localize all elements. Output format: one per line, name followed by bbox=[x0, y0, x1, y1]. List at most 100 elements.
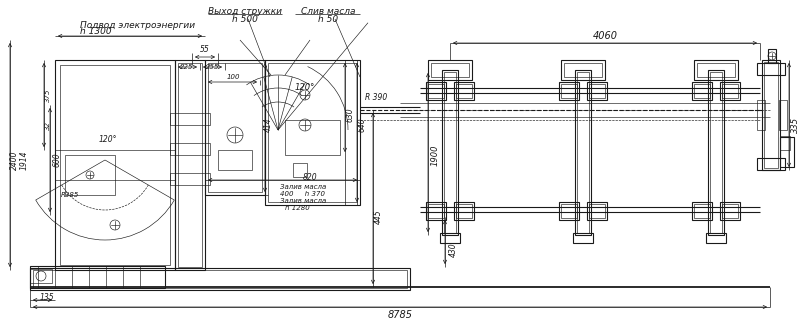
Text: 445: 445 bbox=[374, 210, 382, 224]
Bar bbox=[293, 163, 307, 177]
Bar bbox=[780, 137, 794, 167]
Text: 430: 430 bbox=[449, 243, 458, 257]
Text: 255: 255 bbox=[206, 64, 220, 70]
Text: 414: 414 bbox=[263, 118, 273, 132]
Text: h 1300: h 1300 bbox=[80, 28, 112, 36]
Bar bbox=[694, 60, 738, 80]
Bar bbox=[710, 72, 722, 233]
Bar bbox=[722, 204, 738, 218]
Bar bbox=[428, 204, 444, 218]
Bar bbox=[764, 62, 778, 168]
Text: Залив масла: Залив масла bbox=[280, 184, 326, 190]
Bar bbox=[444, 72, 456, 233]
Bar bbox=[587, 202, 607, 220]
Bar bbox=[170, 113, 210, 125]
Bar bbox=[697, 63, 735, 77]
Bar bbox=[762, 60, 780, 170]
Bar bbox=[426, 82, 446, 100]
Text: h 50: h 50 bbox=[318, 15, 338, 23]
Text: 135: 135 bbox=[40, 292, 54, 302]
Bar bbox=[440, 233, 460, 243]
Bar bbox=[442, 70, 458, 235]
Bar bbox=[30, 266, 165, 288]
Bar bbox=[33, 270, 407, 288]
Bar bbox=[587, 82, 607, 100]
Text: 55: 55 bbox=[200, 46, 210, 55]
Bar bbox=[573, 233, 593, 243]
Bar bbox=[757, 158, 785, 170]
Bar bbox=[692, 202, 712, 220]
Text: 375: 375 bbox=[45, 88, 51, 102]
Text: 640: 640 bbox=[358, 118, 366, 132]
Bar bbox=[575, 70, 591, 235]
Bar bbox=[55, 60, 175, 270]
Bar bbox=[30, 269, 52, 283]
Text: 335: 335 bbox=[790, 117, 799, 133]
Bar bbox=[561, 204, 577, 218]
Text: Выход стружки: Выход стружки bbox=[208, 7, 282, 17]
Bar bbox=[577, 72, 589, 233]
Text: 600: 600 bbox=[53, 153, 62, 167]
Text: h 500: h 500 bbox=[232, 15, 258, 23]
Bar bbox=[218, 150, 252, 170]
Bar bbox=[265, 60, 360, 205]
Bar bbox=[205, 60, 265, 195]
Bar bbox=[589, 84, 605, 98]
Bar bbox=[768, 49, 776, 63]
Bar bbox=[561, 84, 577, 98]
Bar bbox=[692, 82, 712, 100]
Text: R 390: R 390 bbox=[365, 93, 387, 101]
Bar bbox=[757, 100, 765, 130]
Bar bbox=[454, 82, 474, 100]
Text: 32: 32 bbox=[45, 121, 51, 129]
Text: 4060: 4060 bbox=[593, 31, 618, 41]
Bar bbox=[428, 60, 472, 80]
Bar bbox=[757, 63, 785, 75]
Text: Подвод электроэнергии: Подвод электроэнергии bbox=[80, 20, 195, 30]
Bar bbox=[780, 136, 790, 150]
Bar bbox=[779, 100, 787, 130]
Bar bbox=[694, 84, 710, 98]
Text: 820: 820 bbox=[302, 173, 318, 181]
Bar bbox=[170, 173, 210, 185]
Bar bbox=[208, 63, 262, 192]
Text: 120°: 120° bbox=[295, 84, 315, 93]
Bar bbox=[559, 82, 579, 100]
Bar bbox=[431, 63, 469, 77]
Bar bbox=[456, 84, 472, 98]
Text: 1900: 1900 bbox=[430, 144, 439, 166]
Text: 100: 100 bbox=[226, 74, 240, 80]
Text: 400     h 370: 400 h 370 bbox=[280, 191, 325, 197]
Bar bbox=[428, 84, 444, 98]
Bar bbox=[589, 204, 605, 218]
Bar bbox=[268, 63, 357, 202]
Text: h 1280: h 1280 bbox=[285, 205, 310, 211]
Bar bbox=[720, 202, 740, 220]
Bar bbox=[561, 60, 605, 80]
Bar bbox=[720, 82, 740, 100]
Bar bbox=[175, 60, 205, 270]
Bar bbox=[454, 202, 474, 220]
Text: 8785: 8785 bbox=[387, 310, 413, 320]
Text: 1914: 1914 bbox=[19, 150, 29, 170]
Bar bbox=[170, 143, 210, 155]
Text: Слив масла: Слив масла bbox=[301, 7, 355, 17]
Bar bbox=[694, 204, 710, 218]
Bar bbox=[722, 84, 738, 98]
Bar bbox=[426, 202, 446, 220]
Text: 225: 225 bbox=[180, 64, 194, 70]
Bar bbox=[564, 63, 602, 77]
Bar bbox=[706, 233, 726, 243]
Bar bbox=[30, 268, 410, 290]
Text: 630: 630 bbox=[346, 108, 354, 122]
Text: 120°: 120° bbox=[98, 136, 118, 145]
Bar bbox=[559, 202, 579, 220]
Bar bbox=[456, 204, 472, 218]
Text: Залив масла: Залив масла bbox=[280, 198, 326, 204]
Bar bbox=[708, 70, 724, 235]
Bar bbox=[60, 65, 170, 265]
Bar bbox=[178, 63, 202, 267]
Text: 2400: 2400 bbox=[10, 150, 18, 170]
Bar bbox=[285, 120, 340, 155]
Text: R385: R385 bbox=[61, 192, 79, 198]
